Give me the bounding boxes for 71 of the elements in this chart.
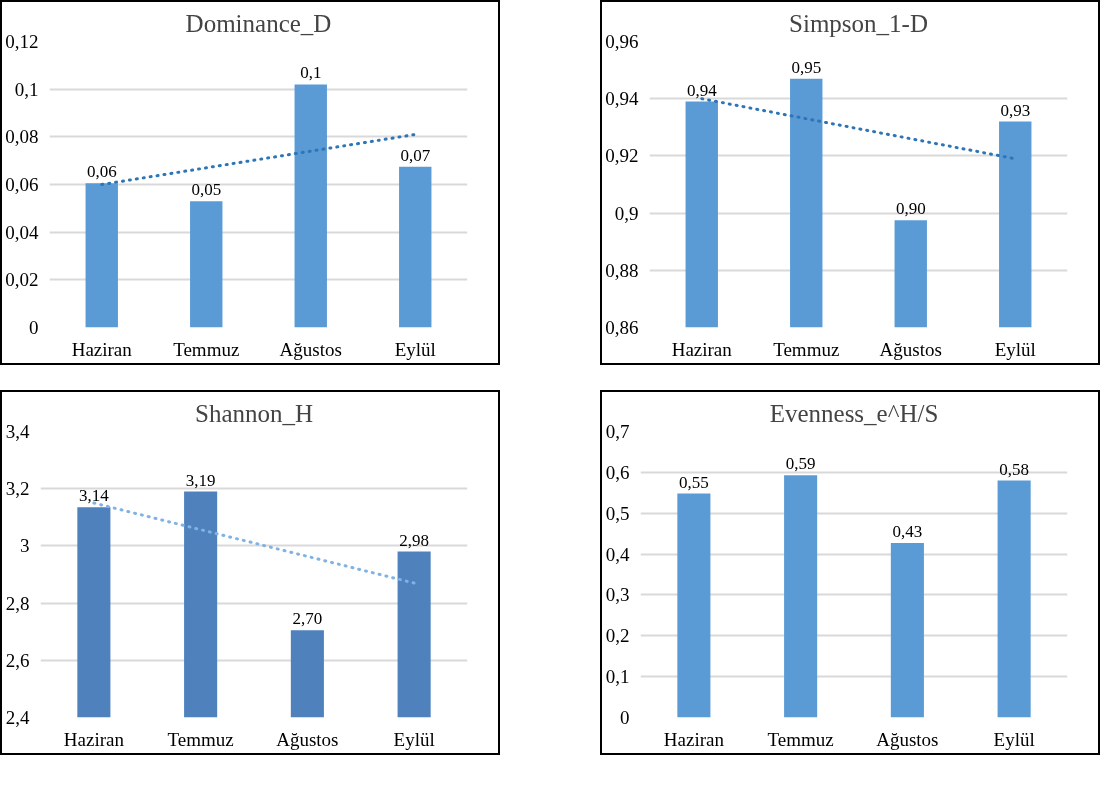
data-label: 0,95 — [791, 57, 822, 77]
x-tick-label: Ağustos — [876, 728, 939, 750]
data-label: 0,43 — [892, 522, 923, 542]
y-tick-label: 3 — [20, 535, 30, 557]
data-label: 0,58 — [999, 459, 1029, 479]
bar — [294, 84, 327, 328]
x-tick-label: Haziran — [663, 728, 725, 750]
data-label: 0,07 — [400, 145, 431, 165]
y-tick-label: 0,4 — [605, 543, 630, 565]
data-label: 2,70 — [292, 609, 323, 629]
data-label: 0,59 — [785, 454, 816, 474]
y-tick-label: 3,4 — [5, 421, 30, 442]
y-tick-label: 3,2 — [5, 478, 30, 500]
x-tick-label: Ağustos — [279, 338, 342, 360]
x-tick-label: Temmuz — [767, 728, 834, 750]
x-tick-label: Temmuz — [773, 338, 840, 360]
y-tick-label: 0,94 — [605, 88, 639, 110]
y-tick-label: 0 — [29, 317, 39, 338]
bar — [85, 183, 118, 328]
y-tick-label: 0,02 — [5, 269, 39, 291]
y-tick-label: 0,04 — [5, 221, 39, 243]
bar — [190, 201, 223, 328]
chart-title: Simpson_1-D — [789, 9, 928, 37]
x-tick-label: Eylül — [393, 728, 435, 750]
y-tick-label: 0,12 — [5, 31, 39, 52]
x-tick-label: Ağustos — [879, 338, 942, 360]
x-tick-label: Haziran — [671, 338, 733, 360]
y-tick-label: 0,2 — [605, 625, 630, 647]
x-tick-label: Haziran — [63, 728, 125, 750]
chart-title: Evenness_e^H/S — [769, 399, 939, 427]
data-label: 3,14 — [79, 486, 110, 506]
y-tick-label: 0,1 — [605, 666, 630, 688]
y-tick-label: 0,1 — [14, 78, 39, 100]
y-tick-label: 0,3 — [605, 584, 630, 606]
y-tick-label: 0,06 — [5, 174, 39, 195]
bar — [677, 493, 711, 718]
y-tick-label: 0,08 — [5, 126, 39, 148]
data-label: 0,94 — [686, 80, 718, 100]
data-label: 0,93 — [1000, 100, 1031, 120]
bar — [399, 166, 432, 328]
x-tick-label: Eylül — [993, 728, 1035, 750]
y-tick-label: 0,88 — [605, 259, 639, 281]
y-tick-label: 0,6 — [605, 461, 630, 483]
y-tick-label: 0,96 — [605, 31, 639, 52]
y-tick-label: 0,9 — [614, 202, 639, 224]
data-label: 0,1 — [300, 63, 322, 83]
x-tick-label: Eylül — [994, 338, 1036, 360]
data-label: 0,05 — [191, 180, 222, 200]
y-tick-label: 0 — [620, 707, 630, 728]
data-label: 0,06 — [86, 162, 117, 182]
data-label: 2,98 — [399, 530, 429, 550]
data-label: 0,55 — [679, 472, 709, 492]
x-tick-label: Ağustos — [276, 728, 339, 750]
y-tick-label: 0,86 — [605, 317, 639, 338]
y-tick-label: 2,8 — [5, 592, 30, 614]
x-tick-label: Temmuz — [167, 728, 234, 750]
x-tick-label: Haziran — [71, 338, 133, 360]
x-tick-label: Temmuz — [173, 338, 240, 360]
data-label: 3,19 — [185, 470, 216, 490]
y-tick-label: 2,6 — [5, 649, 30, 671]
x-tick-label: Eylül — [394, 338, 436, 360]
chart-title: Dominance_D — [185, 9, 332, 37]
bar — [784, 475, 818, 718]
y-tick-label: 2,4 — [5, 707, 30, 728]
y-tick-label: 0,92 — [605, 145, 639, 167]
data-label: 0,90 — [895, 199, 926, 219]
chart-title: Shannon_H — [194, 399, 314, 427]
y-tick-label: 0,5 — [605, 502, 630, 524]
bar — [997, 480, 1031, 718]
bar — [890, 543, 924, 718]
y-tick-label: 0,7 — [605, 421, 630, 442]
